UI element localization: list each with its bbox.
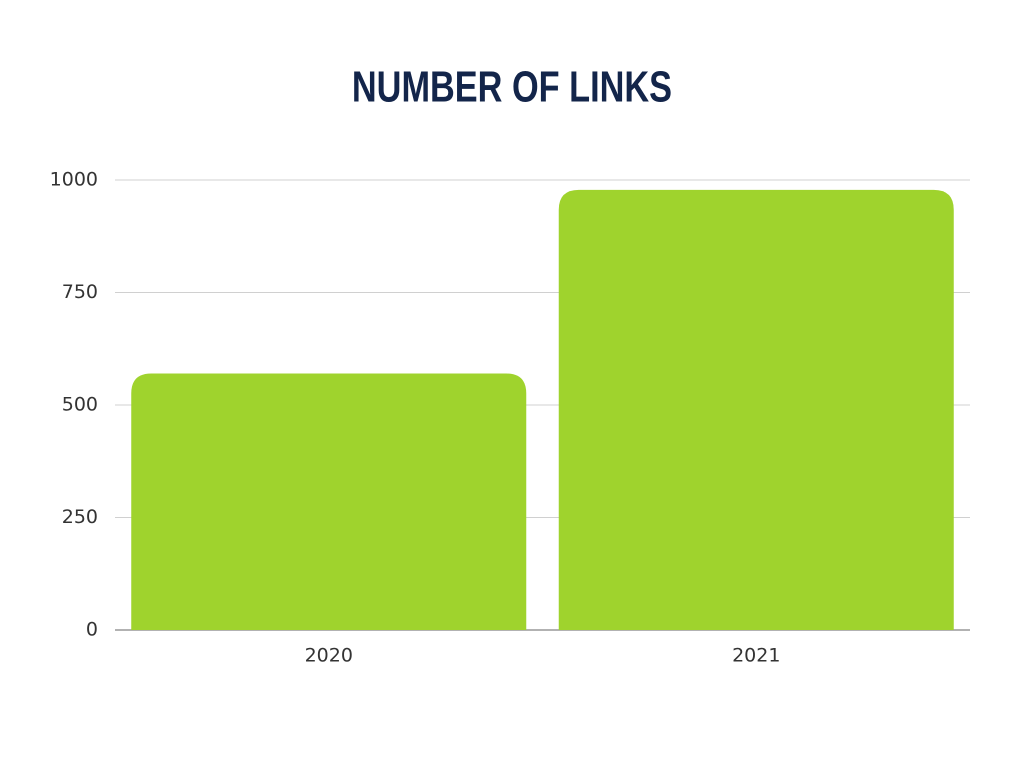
x-tick-label: 2020 xyxy=(305,645,353,667)
chart-title: NUMBER OF LINKS xyxy=(352,63,672,112)
y-tick-label: 0 xyxy=(86,619,98,641)
bar xyxy=(558,189,954,630)
y-tick-label: 1000 xyxy=(50,169,98,191)
y-tick-label: 500 xyxy=(62,394,98,416)
bar xyxy=(131,373,527,630)
y-tick-label: 750 xyxy=(62,281,98,303)
y-tick-label: 250 xyxy=(62,506,98,528)
x-tick-label: 2021 xyxy=(732,645,780,667)
